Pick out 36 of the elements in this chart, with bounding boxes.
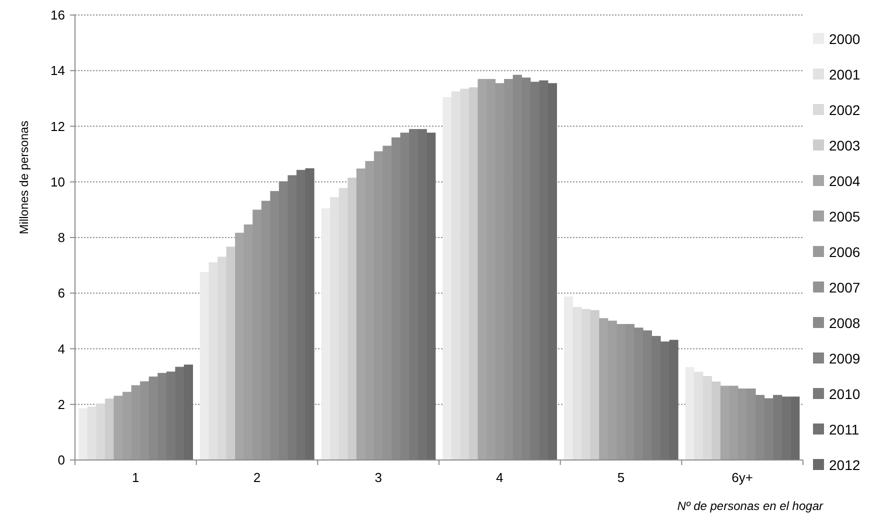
y-axis-title: Millones de personas [17,120,31,234]
y-tick-label: 10 [50,174,65,190]
legend-label: 2001 [829,66,860,82]
x-tick-label: 3 [374,470,382,485]
y-tick-label: 14 [50,63,65,78]
y-tick-label: 6 [58,286,65,301]
legend-label: 2009 [829,350,860,366]
legend-label: 2011 [829,421,860,438]
bar [226,246,236,460]
bar [104,398,114,460]
y-tick-label: 16 [50,8,65,23]
bar [468,87,478,460]
x-tick-label: 5 [617,470,625,485]
legend-label: 2000 [829,30,860,47]
x-axis-title: Nº de personas en el hogar [677,499,824,513]
y-tick-label: 2 [58,396,65,412]
legend-label: 2007 [829,279,860,296]
legend-label: 2012 [829,456,860,473]
legend-label: 2006 [829,244,860,260]
legend-label: 2005 [829,208,860,224]
x-tick-label: 6y+ [732,470,753,485]
bar [712,382,721,460]
y-tick-label: 8 [58,230,65,246]
bar [590,310,600,460]
bar [348,178,357,460]
legend-label: 2002 [829,102,860,118]
legend-label: 2003 [829,137,860,154]
legend-label: 2004 [829,172,860,189]
y-tick-label: 4 [58,341,65,356]
x-tick-label: 2 [253,470,261,485]
x-tick-label: 4 [496,470,504,485]
x-tick-label: 1 [132,470,140,485]
y-tick-label: 12 [50,118,65,134]
legend-label: 2010 [829,386,860,402]
y-tick-label: 0 [58,452,65,468]
legend-label: 2008 [829,314,860,331]
